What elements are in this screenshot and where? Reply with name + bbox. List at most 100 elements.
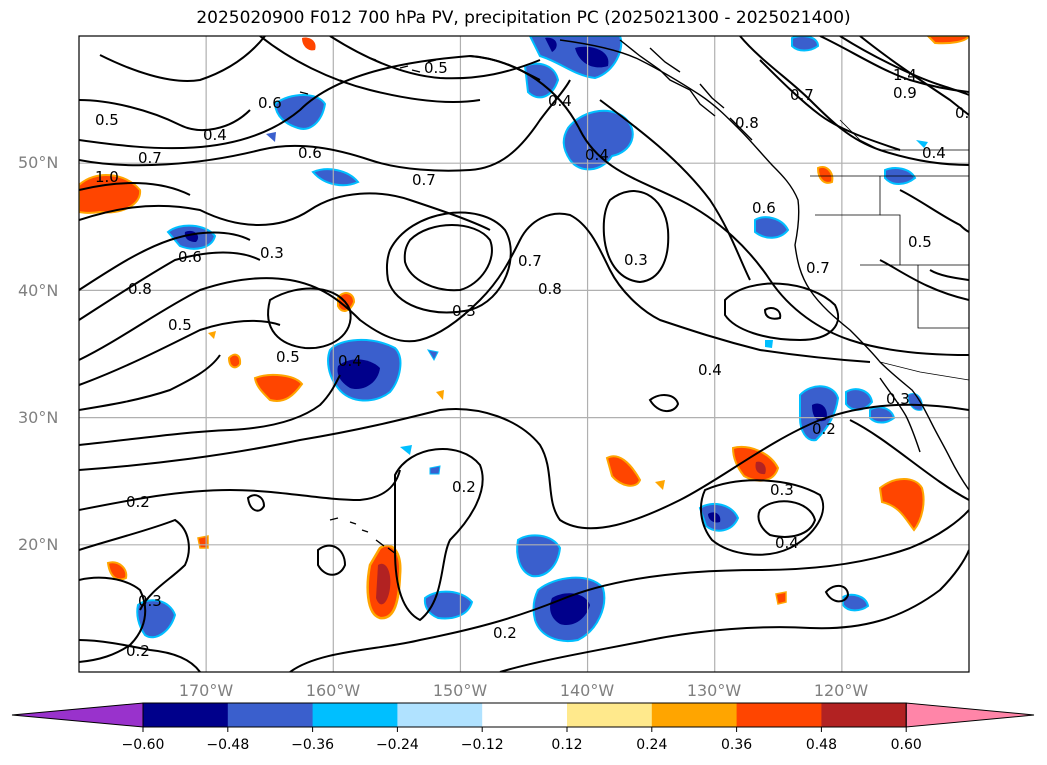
pv-contour bbox=[79, 182, 191, 196]
contour-label: 0.8 bbox=[538, 280, 562, 298]
contour-label: 0.2 bbox=[126, 642, 150, 660]
lat-label: 20°N bbox=[18, 535, 58, 554]
precip-negative-area bbox=[136, 599, 177, 639]
pv-contour bbox=[499, 549, 969, 672]
contour-label: 0.6 bbox=[298, 144, 322, 162]
pv-contour bbox=[79, 403, 969, 530]
us-mexico-border bbox=[879, 361, 969, 381]
pv-contour bbox=[929, 269, 969, 281]
pv-contour bbox=[99, 36, 266, 82]
contour-label: 0.2 bbox=[955, 104, 979, 122]
contour-label: 0.3 bbox=[770, 481, 794, 499]
colorbar-segment bbox=[312, 703, 398, 727]
precip-core-area bbox=[550, 593, 590, 626]
colorbar-tick-label: −0.48 bbox=[206, 737, 249, 753]
colorbar-tick-label: −0.24 bbox=[376, 737, 419, 753]
colorbar-segment bbox=[736, 703, 822, 727]
contour-label: 0.5 bbox=[95, 111, 119, 129]
pv-contours bbox=[79, 36, 969, 672]
colorbar-segment bbox=[821, 703, 907, 727]
precip-positive-area bbox=[302, 37, 316, 51]
contour-labels: 0.5 0.4 0.6 0.7 1.0 0.8 0.5 0.3 0.5 0.4 … bbox=[95, 59, 979, 660]
contour-label: 0.3 bbox=[624, 251, 648, 269]
colorbar-segment bbox=[397, 703, 483, 727]
contour-label: 0.5 bbox=[168, 316, 192, 334]
borders bbox=[810, 119, 969, 381]
contour-label: 0.2 bbox=[452, 478, 476, 496]
pv-contour bbox=[79, 518, 190, 611]
pv-contour bbox=[79, 231, 251, 291]
precip-positive-area bbox=[208, 331, 216, 339]
lat-label: 50°N bbox=[18, 153, 58, 172]
colorbar-segment bbox=[651, 703, 738, 727]
latitude-labels: 50°N 40°N 30°N 20°N bbox=[18, 153, 58, 554]
colorbar-tick-label: 0.48 bbox=[806, 737, 837, 753]
pv-closed-contour bbox=[394, 448, 484, 622]
contour-label: 0.5 bbox=[908, 233, 932, 251]
pv-contour bbox=[79, 469, 401, 511]
colorbar-tick-label: 0.36 bbox=[721, 737, 752, 753]
pv-contour bbox=[79, 576, 147, 663]
precip-core-area bbox=[337, 359, 380, 390]
colorbar-tick-label: 0.12 bbox=[551, 737, 582, 753]
precip-negative-area bbox=[754, 216, 790, 239]
precip-negative-area bbox=[400, 445, 412, 455]
precip-negative-area bbox=[845, 388, 874, 411]
lat-label: 30°N bbox=[18, 408, 58, 427]
pv-closed-contour bbox=[763, 307, 782, 320]
pv-closed-contour bbox=[699, 479, 825, 556]
north-america-west-coast bbox=[559, 39, 969, 491]
pv-contour bbox=[79, 374, 341, 446]
pv-contour bbox=[819, 36, 969, 93]
contour-label: 0.2 bbox=[126, 493, 150, 511]
colorbar-segment bbox=[567, 703, 653, 727]
colorbar-tick-label: −0.12 bbox=[461, 737, 504, 753]
precip-positive-area bbox=[436, 390, 444, 400]
pv-contour bbox=[259, 36, 481, 103]
lon-label: 160°W bbox=[306, 681, 361, 700]
pv-contour bbox=[759, 59, 901, 151]
contour-label: 0.8 bbox=[128, 280, 152, 298]
precip-negative-area bbox=[429, 465, 441, 475]
pv-contour bbox=[599, 99, 751, 281]
precip-negative-area bbox=[266, 132, 276, 142]
precip-core-area bbox=[812, 403, 827, 422]
precip-negative-area bbox=[426, 349, 439, 362]
contour-label: 0.4 bbox=[922, 144, 946, 162]
precip-positive-area bbox=[775, 591, 787, 605]
colorbar-extend-high bbox=[905, 702, 1035, 728]
precip-positive-area bbox=[227, 353, 242, 369]
precip-core-area bbox=[755, 461, 766, 475]
longitude-labels: 170°W 160°W 150°W 140°W 130°W 120°W bbox=[179, 681, 869, 700]
contour-label: 0.8 bbox=[735, 114, 759, 132]
colorbar-tick-label: −0.36 bbox=[291, 737, 334, 753]
chart-title: 2025020900 F012 700 hPa PV, precipitatio… bbox=[196, 8, 851, 28]
precip-positive-area bbox=[816, 166, 834, 184]
pv-contour bbox=[839, 36, 969, 96]
canada-province-border bbox=[839, 119, 969, 151]
alaska-panhandle bbox=[619, 39, 753, 141]
lon-label: 170°W bbox=[179, 681, 234, 700]
contour-label: 0.4 bbox=[203, 126, 227, 144]
precip-fills bbox=[79, 36, 969, 642]
us-state-border bbox=[917, 265, 969, 329]
colorbar-segment bbox=[227, 703, 314, 727]
precip-positive-area bbox=[878, 478, 925, 532]
pv-closed-contour bbox=[403, 224, 493, 292]
contour-label: 0.4 bbox=[585, 146, 609, 164]
pv-contour bbox=[79, 251, 261, 321]
colorbar-extend-low bbox=[11, 702, 144, 728]
pv-closed-contour bbox=[246, 494, 266, 512]
pv-contour bbox=[899, 189, 969, 233]
coastlines bbox=[299, 39, 969, 555]
pv-contour bbox=[79, 639, 201, 672]
precip-positive-area bbox=[655, 480, 665, 490]
precip-negative-area bbox=[562, 109, 634, 171]
pv-contour bbox=[879, 259, 969, 301]
colorbar-tick-label: −0.60 bbox=[122, 737, 165, 753]
contour-label: 0.3 bbox=[452, 302, 476, 320]
pv-closed-contour bbox=[648, 394, 680, 412]
pv-closed-contour bbox=[385, 211, 512, 314]
pv-closed-contour bbox=[602, 190, 670, 284]
colorbar-segment bbox=[143, 703, 229, 727]
